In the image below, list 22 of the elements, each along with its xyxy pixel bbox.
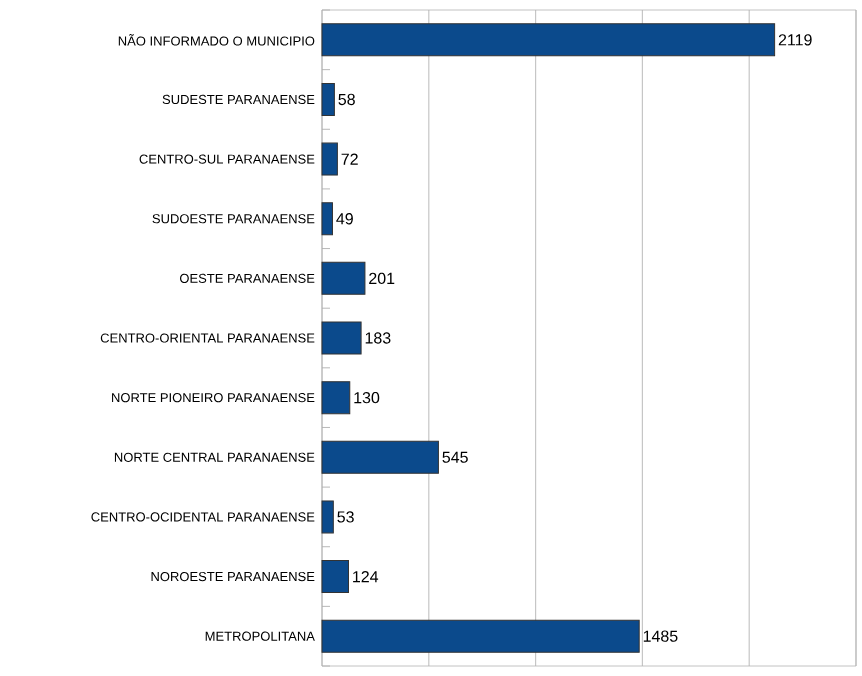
data-label: 2119: [778, 34, 812, 46]
bar: [321, 440, 439, 474]
bar: [321, 321, 362, 355]
bar: [321, 261, 366, 295]
bar: [321, 381, 351, 415]
data-label: 53: [337, 511, 354, 523]
data-label: 130: [354, 391, 380, 404]
data-label: 183: [365, 332, 391, 344]
data-label: 201: [369, 272, 395, 285]
bar: [321, 619, 640, 653]
bar: [321, 82, 335, 116]
bar: [321, 142, 338, 176]
data-label: 49: [336, 213, 353, 225]
data-label: 124: [353, 570, 379, 583]
bar: [321, 500, 334, 534]
data-label: 545: [442, 451, 468, 463]
data-label: 1485: [643, 630, 678, 642]
data-label: 72: [341, 153, 358, 165]
bar: [321, 560, 349, 594]
data-label: 58: [338, 93, 355, 106]
bar: [321, 23, 776, 57]
bar: [321, 202, 333, 236]
